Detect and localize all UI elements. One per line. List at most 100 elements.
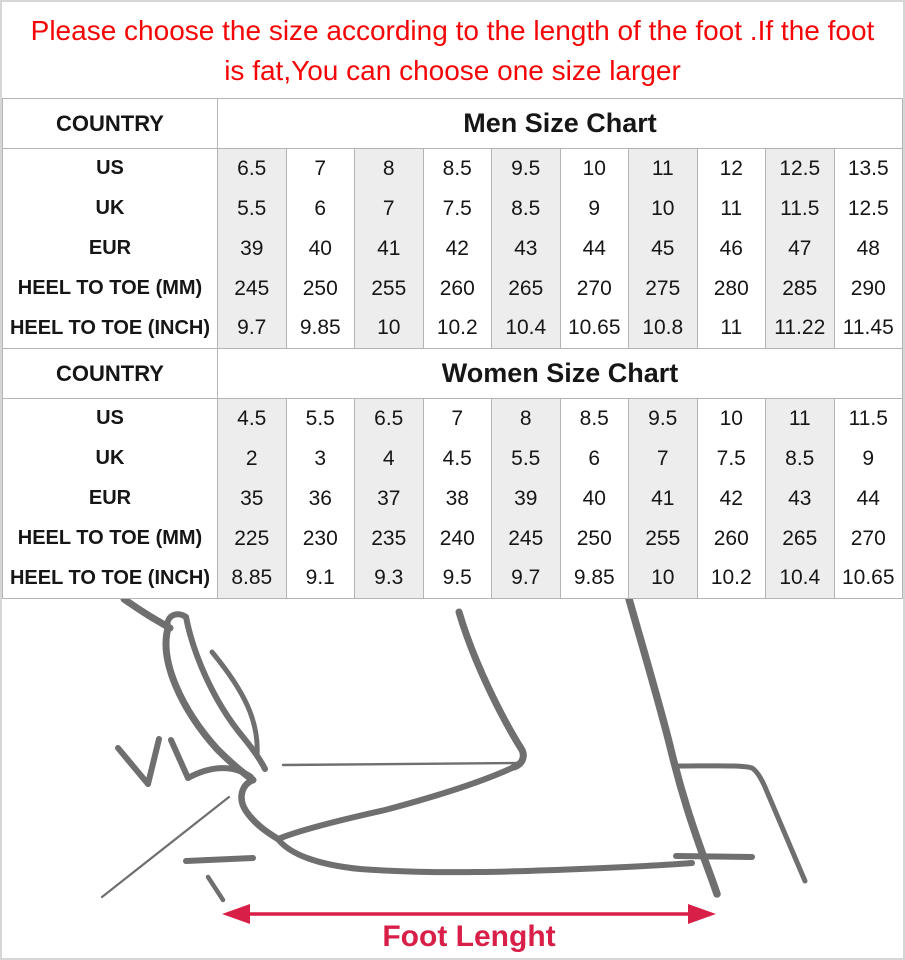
row-label: UK — [95, 447, 125, 469]
size-cell: 10.8 — [628, 308, 697, 349]
size-cell: 10.2 — [696, 558, 766, 599]
size-cell: 47 — [765, 228, 834, 269]
size-cell: 290 — [833, 268, 903, 309]
size-cell: 9 — [559, 188, 629, 229]
foot-length-arrow — [222, 904, 716, 924]
foot-length-caption: Foot Lenght — [382, 920, 555, 953]
row-label: US — [96, 157, 124, 180]
size-cell: 275 — [628, 268, 697, 309]
size-cell: 8.5 — [491, 188, 560, 229]
size-cell: 9.1 — [285, 558, 355, 599]
table-row: HEEL TO TOE (MM) 245 250 255 260 265 270 275 280… — [3, 268, 903, 309]
row-label: HEEL TO TOE (INCH) — [9, 316, 211, 339]
size-cell: 6.5 — [217, 148, 286, 189]
size-cell: 9.85 — [559, 558, 629, 599]
size-cell: 42 — [696, 478, 766, 519]
table-row: EUR 35 36 37 38 39 40 41 42 43 44 — [3, 478, 903, 519]
table-row: US 6.5 7 8 8.5 9.5 10 11 12 12.5 13.5 — [3, 148, 903, 189]
size-cell: 12.5 — [833, 188, 903, 229]
size-cell: 250 — [559, 518, 629, 559]
size-cell: 37 — [354, 478, 423, 519]
size-cell: 40 — [559, 478, 629, 519]
size-cell: 225 — [217, 518, 286, 559]
country-header: COUNTRY — [2, 348, 218, 399]
size-cell: 8.5 — [765, 438, 834, 479]
size-cell: 43 — [491, 228, 560, 269]
size-cell: 4 — [354, 438, 423, 479]
size-cell: 11 — [696, 188, 766, 229]
size-cell: 10.4 — [765, 558, 834, 599]
size-cell: 265 — [491, 268, 560, 309]
size-cell: 6.5 — [354, 398, 423, 439]
size-cell: 38 — [422, 478, 492, 519]
size-cell: 7 — [422, 398, 492, 439]
table-row: UK 5.5 6 7 7.5 8.5 9 10 11 11.5 12.5 — [3, 188, 903, 229]
size-cell: 7 — [285, 148, 355, 189]
measuring-hand — [115, 599, 268, 787]
size-cell: 270 — [833, 518, 903, 559]
size-cell: 270 — [559, 268, 629, 309]
size-cell: 8 — [354, 148, 423, 189]
men-size-table: COUNTRY Men Size Chart US 6.5 7 8 8.5 9.5 10 11 12… — [2, 98, 903, 349]
size-cell: 9.5 — [628, 398, 697, 439]
table-row: HEEL TO TOE (MM) 225 230 235 240 245 250 255 260… — [3, 518, 903, 559]
size-cell: 8.5 — [559, 398, 629, 439]
size-cell: 11.22 — [765, 308, 834, 349]
size-notice-line-1: Please choose the size according to the … — [30, 14, 875, 46]
size-cell: 245 — [491, 518, 560, 559]
size-cell: 11.5 — [765, 188, 834, 229]
size-cell: 3 — [285, 438, 355, 479]
table-row: UK 2 3 4 4.5 5.5 6 7 7.5 8.5 9 — [3, 438, 903, 479]
size-cell: 9.3 — [354, 558, 423, 599]
size-cell: 230 — [285, 518, 355, 559]
size-cell: 9.7 — [491, 558, 560, 599]
table-row: EUR 39 40 41 42 43 44 45 46 47 48 — [3, 228, 903, 269]
size-cell: 8.5 — [422, 148, 492, 189]
size-cell: 2 — [217, 438, 286, 479]
size-cell: 255 — [628, 518, 697, 559]
table-row: US 4.5 5.5 6.5 7 8 8.5 9.5 10 11 11.5 — [3, 398, 903, 439]
row-label: HEEL TO TOE (MM) — [17, 527, 203, 549]
size-cell: 245 — [217, 268, 286, 309]
table-title: Women Size Chart — [217, 348, 903, 399]
size-cell: 5.5 — [491, 438, 560, 479]
country-header: COUNTRY — [2, 98, 218, 149]
table-row: HEEL TO TOE (INCH) 8.85 9.1 9.3 9.5 9.7 9.85 10… — [3, 558, 903, 599]
size-cell: 8.85 — [217, 558, 286, 599]
arrow-right-head — [688, 904, 716, 924]
size-cell: 44 — [559, 228, 629, 269]
table-header-row: COUNTRY Women Size Chart — [2, 348, 903, 399]
size-cell: 9 — [833, 438, 903, 479]
size-cell: 45 — [628, 228, 697, 269]
size-cell: 260 — [422, 268, 492, 309]
size-cell: 10 — [628, 188, 697, 229]
size-cell: 10 — [628, 558, 697, 599]
floor-and-marks — [100, 763, 808, 903]
size-cell: 10 — [354, 308, 423, 349]
size-cell: 235 — [354, 518, 423, 559]
size-cell: 10.2 — [422, 308, 492, 349]
size-cell: 12.5 — [765, 148, 834, 189]
size-cell: 11 — [765, 398, 834, 439]
size-cell: 48 — [833, 228, 903, 269]
size-cell: 13.5 — [833, 148, 903, 189]
size-cell: 9.5 — [491, 148, 560, 189]
size-cell: 39 — [491, 478, 560, 519]
size-cell: 8 — [491, 398, 560, 439]
size-cell: 36 — [285, 478, 355, 519]
size-cell: 7 — [628, 438, 697, 479]
size-cell: 7.5 — [696, 438, 766, 479]
size-cell: 43 — [765, 478, 834, 519]
row-label: EUR — [88, 237, 132, 259]
size-cell: 10.65 — [559, 308, 629, 349]
size-cell: 39 — [217, 228, 286, 269]
size-cell: 44 — [833, 478, 903, 519]
size-cell: 46 — [696, 228, 766, 269]
size-cell: 255 — [354, 268, 423, 309]
size-cell: 6 — [285, 188, 355, 229]
size-cell: 280 — [696, 268, 766, 309]
foot-outline — [238, 599, 721, 898]
size-cell: 4.5 — [217, 398, 286, 439]
row-label: HEEL TO TOE (MM) — [17, 277, 203, 299]
row-label: US — [96, 407, 124, 430]
